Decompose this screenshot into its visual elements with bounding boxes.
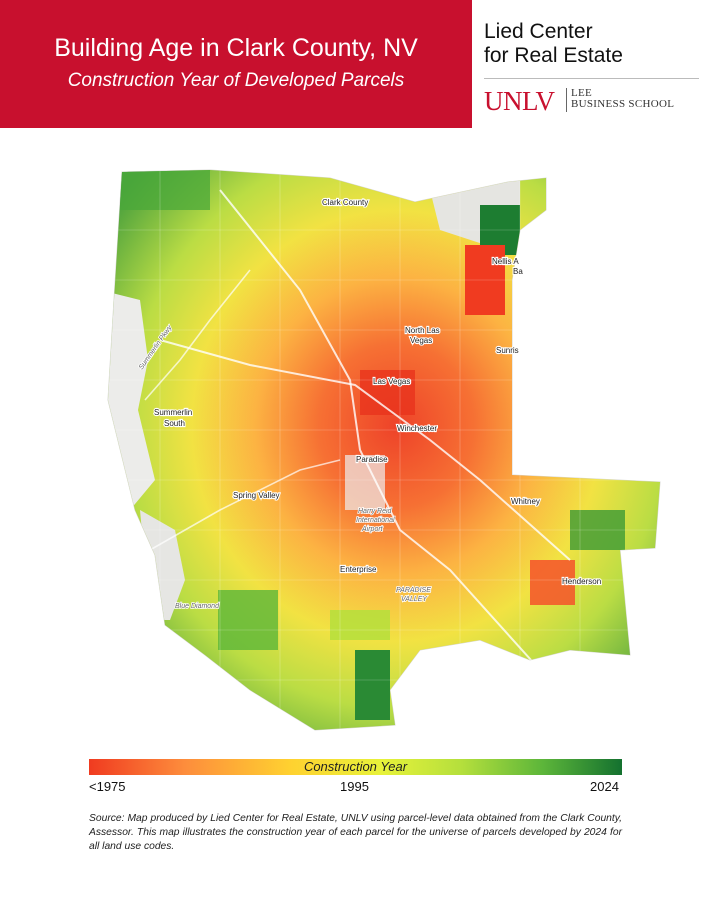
place-label-winchester: Winchester	[397, 424, 437, 433]
legend-mid-label: 1995	[340, 779, 369, 794]
org-name-line1: Lied Center	[484, 20, 593, 43]
place-label-paradise-valley: VALLEY	[401, 596, 428, 603]
map-title: Building Age in Clark County, NV	[54, 34, 418, 62]
highway-us95	[159, 339, 571, 561]
parcel-block	[345, 455, 385, 510]
place-label-nellis: Nellis A	[492, 257, 519, 266]
parcel-block	[465, 245, 505, 315]
lee-text: LEE	[571, 87, 593, 99]
unlv-logo: UNLV	[484, 86, 555, 116]
parcel-block	[218, 590, 278, 650]
place-label-enterprise: Enterprise	[340, 565, 377, 574]
parcel-block	[360, 370, 415, 415]
title-banner	[0, 0, 472, 128]
place-label-airport: International	[356, 517, 395, 524]
legend-min-label: <1975	[89, 779, 126, 794]
parcel-block	[570, 510, 625, 550]
legend-max-label: 2024	[590, 779, 619, 794]
highway-i15	[219, 189, 541, 671]
place-label-airport: Airport	[361, 526, 384, 533]
parcel-map: Clark County North Las Vegas Nellis A Ba…	[100, 150, 670, 750]
parcel-map-svg: Clark County North Las Vegas Nellis A Ba…	[107, 169, 661, 731]
highway-summerlin	[144, 269, 251, 401]
place-label-paradise-valley: PARADISE	[396, 587, 431, 594]
place-label-henderson: Henderson	[562, 577, 601, 586]
place-label-nellis: Ba	[513, 267, 523, 276]
place-label-north-las-vegas: Vegas	[410, 336, 432, 345]
parcel-block	[530, 560, 575, 605]
map-subtitle: Construction Year of Developed Parcels	[67, 70, 405, 91]
place-label-paradise: Paradise	[356, 455, 388, 464]
org-divider	[484, 78, 699, 79]
parcel-block	[355, 650, 390, 720]
place-label-whitney: Whitney	[511, 497, 540, 506]
legend-title: Construction Year	[303, 759, 408, 774]
logo-divider	[566, 88, 567, 112]
place-label-summerlin: Summerlin	[154, 408, 192, 417]
parcel-layer	[108, 170, 660, 730]
source-note: Source: Map produced by Lied Center for …	[89, 813, 622, 852]
place-label-airport: Harry Reid	[358, 508, 393, 515]
lee-business-school-logo: LEE BUSINESS SCHOOL	[571, 88, 674, 110]
legend-color-ramp	[89, 759, 622, 775]
place-label-summerlin: South	[164, 419, 185, 428]
parcel-block	[330, 610, 390, 640]
place-label-spring-valley: Spring Valley	[233, 491, 280, 500]
place-label-blue-diamond: Blue Diamond	[175, 603, 220, 610]
place-label-north-las-vegas: North Las	[405, 326, 440, 335]
org-name: Lied Center for Real Estate	[484, 20, 704, 68]
org-name-line2: for Real Estate	[484, 44, 623, 67]
place-label-sunrise: Sunris	[496, 346, 519, 355]
place-label-las-vegas: Las Vegas	[373, 377, 410, 386]
parcel-block	[120, 170, 210, 210]
business-school-text: BUSINESS SCHOOL	[571, 98, 675, 110]
place-label-clark-county: Clark County	[322, 198, 368, 207]
highway-215	[149, 459, 341, 551]
